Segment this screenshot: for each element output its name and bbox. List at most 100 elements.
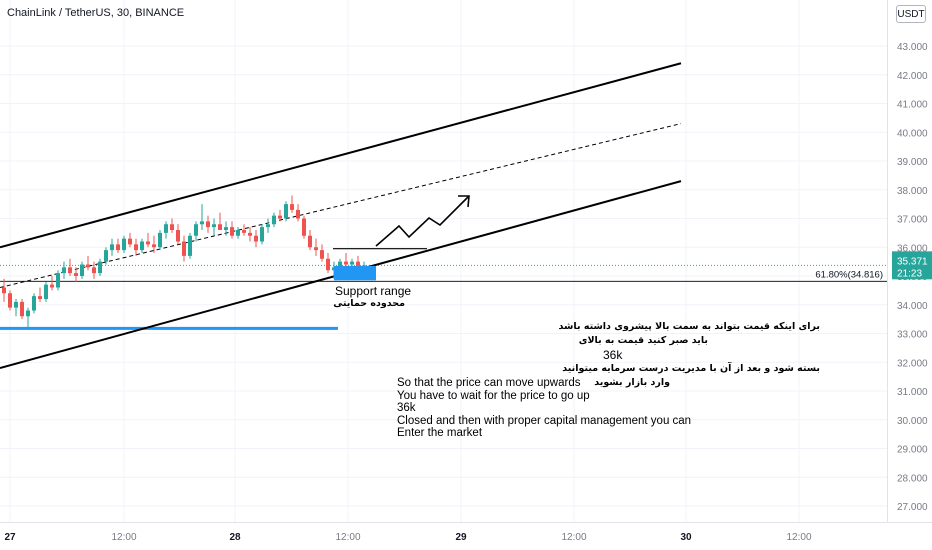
candle-body-10	[62, 267, 66, 274]
candle-body-2	[14, 301, 18, 308]
candle-body-8	[50, 284, 54, 288]
x-tick-label-2: 28	[229, 532, 241, 543]
candle-body-32	[194, 224, 198, 236]
y-tick-label-5: 38.000	[897, 186, 928, 197]
en-line-2: You have to wait for the price to go up	[397, 389, 590, 402]
candle-body-35	[212, 224, 216, 228]
candle-body-13	[80, 264, 84, 276]
en-line-1: So that the price can move upwards	[397, 377, 581, 389]
fa-line-5: وارد بازار بشوید	[594, 377, 670, 388]
candle-body-17	[104, 250, 108, 262]
y-tick-label-14: 29.000	[897, 445, 928, 456]
y-tick-label-12: 31.000	[897, 387, 928, 398]
y-tick-label-2: 41.000	[897, 100, 928, 111]
candle-body-28	[170, 224, 174, 230]
candle-body-23	[140, 241, 144, 251]
candle-body-43	[260, 227, 264, 242]
en-line-4: Closed and then with proper capital mana…	[397, 414, 692, 427]
candle-body-50	[302, 218, 306, 236]
channel-upper-line	[0, 62, 682, 249]
candle-body-5	[32, 296, 36, 311]
y-tick-label-10: 33.000	[897, 330, 928, 341]
candle-body-0	[2, 287, 6, 294]
candle-body-33	[200, 221, 204, 225]
candle-body-22	[134, 244, 138, 251]
candle-body-14	[86, 264, 90, 268]
x-tick-label-6: 30	[680, 532, 692, 543]
y-tick-label-11: 32.000	[897, 358, 928, 369]
en-line-3: 36k	[397, 402, 416, 415]
candle-body-53	[320, 250, 324, 259]
x-tick-label-7: 12:00	[786, 532, 811, 543]
last-price-badge	[892, 251, 932, 280]
fib-level-label: 61.80%(34.816)	[815, 269, 883, 280]
support-range-label: Support range	[335, 284, 412, 298]
candle-body-57	[344, 261, 348, 265]
en-line-5: Enter the market	[397, 427, 483, 440]
candle-body-16	[98, 261, 102, 274]
candle-body-49	[296, 209, 300, 219]
candle-body-11	[68, 267, 72, 274]
candle-body-52	[314, 247, 318, 251]
channel-middle-line	[0, 123, 682, 288]
y-tick-label-16: 27.000	[897, 502, 928, 513]
candle-body-27	[164, 224, 168, 233]
candle-body-36	[218, 224, 222, 230]
candle-body-56	[338, 261, 342, 268]
projection-arrow	[375, 196, 469, 247]
y-tick-label-15: 28.000	[897, 473, 928, 484]
candle-body-26	[158, 232, 162, 248]
candle-body-30	[182, 241, 186, 256]
candle-body-37	[224, 227, 228, 230]
candle-body-25	[152, 244, 156, 248]
x-tick-label-4: 29	[455, 532, 467, 543]
candle-body-3	[20, 301, 24, 317]
y-tick-label-6: 37.000	[897, 215, 928, 226]
currency-button[interactable]: USDT	[896, 5, 926, 23]
candle-body-29	[176, 230, 180, 242]
projection-arrow-head	[458, 195, 470, 208]
candle-body-31	[188, 235, 192, 256]
candle-body-48	[290, 204, 294, 210]
y-tick-label-13: 30.000	[897, 416, 928, 427]
candle-body-19	[116, 244, 120, 251]
candle-body-18	[110, 244, 114, 251]
candle-body-15	[92, 267, 96, 274]
y-tick-label-9: 34.000	[897, 301, 928, 312]
candle-body-20	[122, 238, 126, 251]
countdown-value: 21:23	[897, 268, 922, 279]
candle-body-9	[56, 273, 60, 288]
candle-body-39	[236, 230, 240, 236]
candle-body-42	[254, 235, 258, 242]
y-tick-label-3: 40.000	[897, 128, 928, 139]
candle-body-34	[206, 221, 210, 228]
english-annotation: So that the price can move upwards You h…	[397, 377, 691, 440]
y-tick-label-7: 36.000	[897, 243, 928, 254]
y-tick-label-0: 43.000	[897, 42, 928, 53]
candle-body-46	[278, 215, 282, 219]
chart-title: ChainLink / TetherUS, 30, BINANCE	[7, 7, 185, 19]
candle-body-7	[44, 284, 48, 299]
candle-body-4	[26, 310, 30, 317]
candle-body-47	[284, 204, 288, 219]
candle-body-40	[242, 230, 246, 233]
fa-line-1: برای اینکه قیمت بتواند به سمت بالا پیشرو…	[558, 321, 820, 332]
support-zone	[334, 265, 376, 281]
candle-body-45	[272, 215, 276, 225]
persian-annotation: برای اینکه قیمت بتواند به سمت بالا پیشرو…	[558, 320, 820, 390]
y-tick-label-1: 42.000	[897, 71, 928, 82]
y-tick-label-4: 39.000	[897, 157, 928, 168]
candle-body-51	[308, 235, 312, 248]
fa-line-4: بسته شود و بعد از آن با مدیریت درست سرما…	[562, 363, 820, 374]
candle-body-1	[8, 293, 12, 308]
candle-body-38	[230, 227, 234, 236]
fa-line-2: باید صبر کنید قیمت به بالای	[578, 335, 708, 346]
candle-body-12	[74, 273, 78, 276]
x-tick-label-5: 12:00	[561, 532, 586, 543]
candle-body-59	[356, 261, 360, 268]
candle-body-41	[248, 232, 252, 236]
candle-body-6	[38, 296, 42, 299]
x-tick-label-1: 12:00	[111, 532, 136, 543]
candle-body-44	[266, 224, 270, 228]
